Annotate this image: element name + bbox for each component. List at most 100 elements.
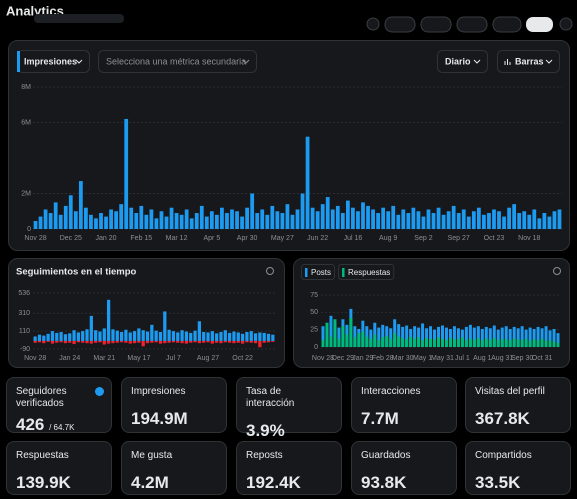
x-tick-label: Jan 24 [59, 355, 80, 362]
bar [472, 339, 476, 347]
bar [436, 207, 441, 229]
stat-card[interactable]: Impresiones 194.9M [121, 377, 227, 433]
x-tick-label: Jul 1 [455, 355, 470, 362]
top-button[interactable] [366, 17, 380, 31]
bar [150, 324, 154, 341]
bar [429, 338, 433, 347]
stat-card[interactable]: Seguidores verificados 426 / 64.7K [6, 377, 112, 435]
bar [46, 340, 50, 342]
bar [124, 118, 129, 229]
stat-card[interactable]: Me gusta 4.2M [121, 441, 227, 495]
bar [556, 333, 560, 347]
bar [132, 340, 137, 344]
bar [456, 213, 461, 229]
bar [544, 340, 548, 347]
bar [176, 332, 180, 341]
bar [446, 211, 451, 229]
stat-value-row: 426 / 64.7K [16, 415, 102, 435]
bar [544, 326, 548, 347]
bar [59, 332, 63, 341]
bar [197, 321, 201, 341]
bar [104, 216, 108, 229]
bar [547, 216, 552, 229]
x-tick-label: Aug 27 [197, 355, 219, 362]
verified-icon [95, 387, 104, 396]
chevron [242, 59, 250, 64]
bar [381, 207, 386, 229]
dropdown[interactable] [98, 50, 257, 73]
bar [262, 340, 266, 343]
top-button[interactable] [559, 17, 573, 31]
bar [325, 197, 330, 229]
bar [199, 205, 204, 229]
bar [376, 213, 380, 229]
dropdown[interactable] [437, 50, 488, 73]
stat-label: Respuestas [16, 450, 69, 461]
stat-value: 3.9% [246, 421, 285, 440]
bar [232, 340, 236, 344]
x-tick-label: Mar 30 [392, 355, 414, 362]
info-icon[interactable] [553, 267, 561, 275]
bar [373, 334, 377, 347]
bar [466, 216, 471, 229]
top-button[interactable] [456, 16, 488, 33]
bar [508, 328, 512, 347]
bar [137, 340, 141, 343]
chart-style: Barras [515, 56, 544, 66]
stat-card[interactable]: Tasa de interacción 3.9% [236, 377, 342, 440]
dropdown[interactable] [497, 50, 560, 73]
bar [89, 340, 93, 344]
top-button[interactable] [492, 16, 522, 33]
x-tick-label: Dec 29 [332, 355, 354, 362]
stat-card[interactable]: Reposts 192.4K [236, 441, 342, 495]
bar [38, 216, 43, 229]
bar [393, 333, 397, 347]
stat-card[interactable]: Compartidos 33.5K [465, 441, 571, 495]
bar [377, 340, 381, 347]
stat-card[interactable]: Guardados 93.8K [351, 441, 457, 495]
x-tick-label: Jun 22 [307, 235, 328, 242]
bar [440, 325, 444, 347]
bar [488, 328, 492, 347]
top-button[interactable] [420, 16, 452, 33]
x-tick-label: Jan 20 [96, 235, 117, 242]
bar [179, 214, 184, 229]
bar [154, 330, 158, 341]
bar [476, 207, 481, 229]
bar [249, 340, 253, 343]
bar [107, 299, 111, 341]
top-button-active[interactable] [526, 17, 553, 32]
top-button[interactable] [384, 16, 416, 33]
bar [433, 329, 437, 347]
bar [63, 340, 68, 344]
bar [552, 328, 556, 347]
bar [369, 338, 373, 347]
bar [33, 336, 37, 341]
bar [189, 332, 193, 341]
bar [361, 202, 365, 229]
bar [236, 332, 240, 341]
bar [321, 340, 325, 347]
bar [512, 338, 516, 347]
bar [68, 333, 72, 341]
bar [556, 342, 560, 347]
bar [180, 340, 184, 344]
bar [164, 216, 169, 229]
stat-card[interactable]: Respuestas 139.9K [6, 441, 112, 495]
bar [476, 337, 480, 347]
bar [330, 209, 335, 229]
stat-card[interactable]: Visitas del perfil 367.8K [465, 377, 571, 433]
bar [353, 326, 357, 347]
bar [89, 214, 93, 229]
stat-card[interactable]: Interacciones 7.7M [351, 377, 457, 433]
stat-label: Seguidores verificados [16, 386, 67, 409]
bar [59, 340, 63, 343]
bar [245, 207, 250, 229]
bar [223, 330, 227, 341]
stat-label: Compartidos [475, 450, 532, 461]
info-icon[interactable] [266, 267, 274, 275]
bar [557, 209, 562, 229]
legend-label: Posts [311, 268, 331, 277]
bar [345, 334, 349, 347]
bar [271, 340, 275, 342]
